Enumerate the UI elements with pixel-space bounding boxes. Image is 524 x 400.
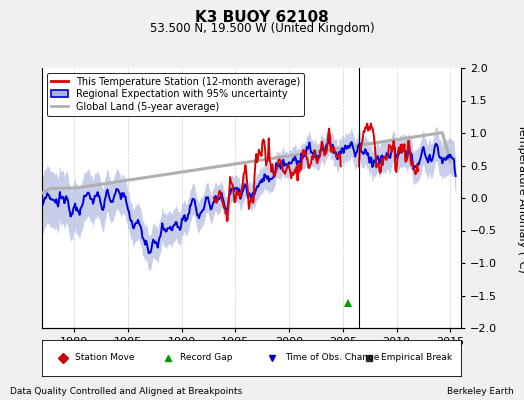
- Legend: This Temperature Station (12-month average), Regional Expectation with 95% uncer: This Temperature Station (12-month avera…: [47, 73, 304, 116]
- Text: Berkeley Earth: Berkeley Earth: [447, 387, 514, 396]
- Y-axis label: Temperature Anomaly (°C): Temperature Anomaly (°C): [517, 124, 524, 272]
- Text: Record Gap: Record Gap: [180, 354, 233, 362]
- Text: Empirical Break: Empirical Break: [381, 354, 453, 362]
- Text: Time of Obs. Change: Time of Obs. Change: [285, 354, 379, 362]
- Text: Data Quality Controlled and Aligned at Breakpoints: Data Quality Controlled and Aligned at B…: [10, 387, 243, 396]
- Text: Station Move: Station Move: [75, 354, 135, 362]
- Text: 53.500 N, 19.500 W (United Kingdom): 53.500 N, 19.500 W (United Kingdom): [150, 22, 374, 35]
- Text: K3 BUOY 62108: K3 BUOY 62108: [195, 10, 329, 25]
